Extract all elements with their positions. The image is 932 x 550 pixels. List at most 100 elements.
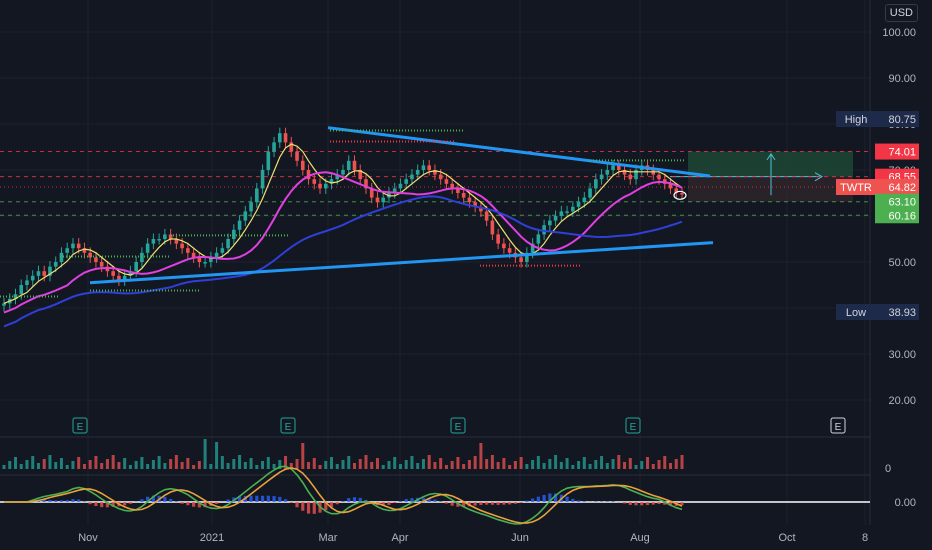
candle-body	[249, 202, 253, 212]
earnings-marker[interactable]: E	[280, 417, 296, 434]
candle-body	[197, 257, 202, 262]
volume-bar	[657, 460, 661, 469]
candle-body	[243, 211, 248, 221]
s1-tag-value: 63.10	[888, 197, 916, 209]
candle-body	[134, 262, 138, 272]
trade-zones	[670, 151, 853, 202]
histogram-bar	[146, 496, 150, 502]
volume-bar	[404, 460, 408, 469]
price-tick-label: 20.00	[888, 395, 916, 407]
candle-body	[88, 252, 92, 258]
histogram-bar	[203, 502, 207, 508]
earnings-marker[interactable]: E	[625, 417, 641, 434]
volume-bar	[192, 465, 196, 469]
volume-bar	[146, 464, 150, 469]
candle-body	[203, 262, 207, 264]
candle-body	[82, 248, 87, 253]
volume-bar	[272, 464, 276, 469]
candle-body	[473, 202, 477, 207]
candle-body	[283, 133, 288, 143]
support-trendline[interactable]	[89, 241, 714, 285]
volume-bar	[542, 463, 546, 469]
histogram-bar	[628, 502, 632, 505]
volume-bar	[548, 459, 552, 469]
currency-label[interactable]: USD	[884, 4, 918, 22]
candle-body	[122, 275, 127, 281]
volume-bar	[490, 455, 494, 469]
earnings-marker[interactable]: E	[830, 417, 846, 434]
histogram-bar	[519, 502, 523, 503]
candle-body	[421, 165, 426, 170]
histogram-bar	[260, 495, 265, 502]
volume-bar	[105, 459, 109, 469]
volume-bar	[421, 459, 425, 469]
volume-bar	[330, 457, 334, 469]
time-axis[interactable]: Nov 2021 Mar Apr Jun Aug Oct 8	[78, 532, 868, 544]
candle-body	[220, 248, 225, 253]
earnings-box	[830, 417, 846, 434]
histogram-bar	[306, 502, 311, 514]
histogram-bar	[393, 502, 397, 503]
candle-body	[59, 252, 64, 262]
price-circle-marker	[673, 190, 687, 200]
trendlines[interactable]	[0, 126, 714, 298]
volume-bar	[640, 461, 644, 469]
earnings-marker[interactable]: E	[450, 417, 466, 434]
candle-body	[404, 179, 409, 184]
candle-body	[456, 188, 460, 193]
s1-tag: 63.10	[875, 193, 919, 210]
last-price-tag-prefix-bg	[836, 179, 876, 196]
candle-body	[438, 174, 443, 180]
volume-bar	[611, 459, 615, 469]
histogram-bar	[565, 496, 569, 502]
volume-bar	[456, 457, 460, 469]
candle-body	[525, 252, 529, 262]
volume-bar	[157, 456, 161, 469]
candle-body	[634, 170, 638, 180]
candle-body	[174, 239, 179, 244]
volume-bar	[174, 455, 178, 469]
volume-bar	[243, 462, 247, 469]
volume-bar	[289, 463, 293, 469]
price-tick-label: 90.00	[888, 73, 916, 85]
moving-average-2	[3, 195, 683, 328]
resistance-trendline[interactable]	[327, 126, 711, 178]
candle-body	[415, 170, 420, 175]
candle-body	[237, 220, 242, 230]
volume-bar	[307, 462, 311, 469]
s2-tag: 60.16	[875, 207, 919, 224]
histogram-bar	[237, 496, 242, 502]
volume-bar	[473, 456, 477, 469]
histogram-bar	[289, 502, 293, 503]
histogram-bar	[169, 498, 173, 502]
volume-bar	[226, 463, 230, 469]
earnings-marker[interactable]: E	[72, 417, 88, 434]
candle-body	[444, 179, 449, 184]
candle-body	[214, 252, 219, 258]
low-tag-value: 38.93	[888, 307, 916, 319]
volume-bar	[312, 458, 316, 469]
s2-tag-bg	[875, 207, 919, 224]
r1-tag-bg	[875, 143, 919, 160]
volume-bar	[31, 456, 35, 469]
candle-body	[565, 211, 569, 213]
volume-bar	[128, 465, 132, 469]
candle-body	[479, 206, 483, 212]
high-tag-prefix: High	[845, 114, 868, 126]
histogram-bar	[381, 502, 385, 506]
candle-body	[42, 271, 47, 276]
histogram-bar	[496, 502, 500, 505]
histogram-bar	[479, 502, 483, 505]
histogram-bar	[490, 502, 494, 505]
price-axis[interactable]: 100.0090.0080.0070.0060.0050.0040.0030.0…	[836, 27, 919, 509]
histogram-bar	[283, 499, 288, 502]
candle-body	[369, 188, 374, 198]
histogram-bar	[421, 497, 426, 502]
candle-body	[163, 234, 167, 239]
volume-bar	[651, 464, 655, 469]
price-tick-label: 50.00	[888, 257, 916, 269]
candle-body	[323, 183, 328, 189]
